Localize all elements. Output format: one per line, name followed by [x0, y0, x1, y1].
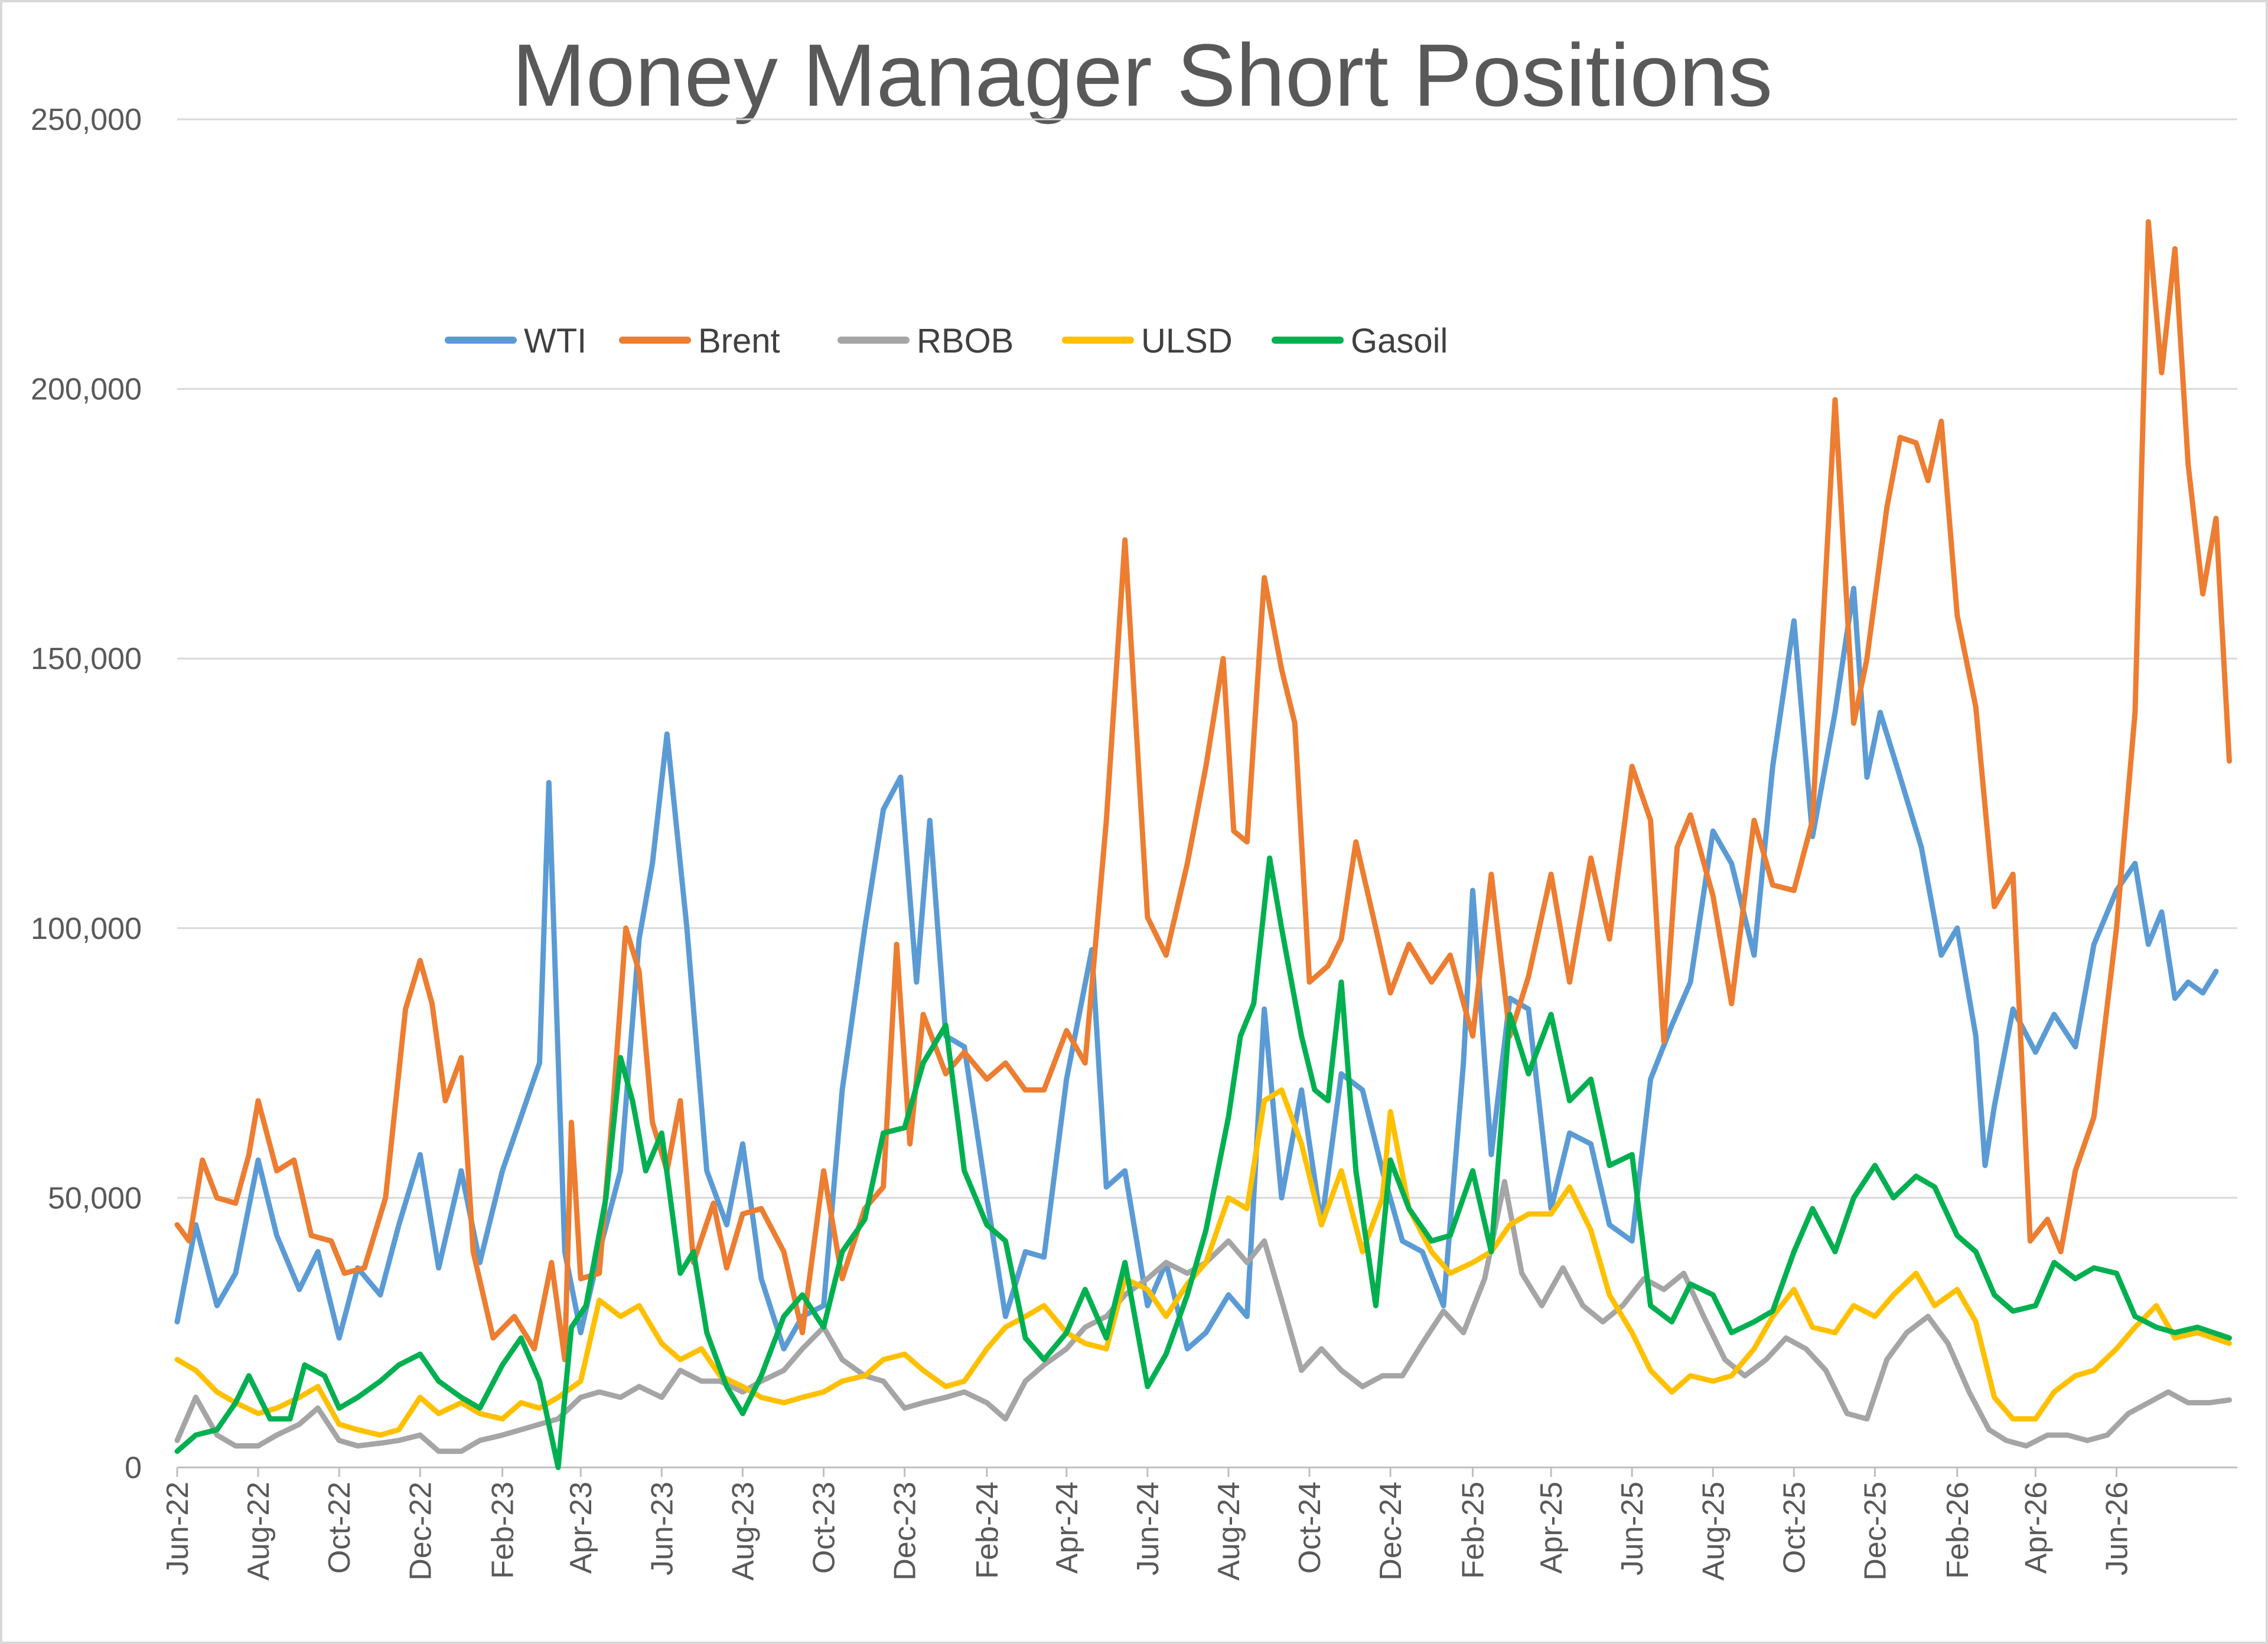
- y-tick-label: 200,000: [31, 373, 142, 407]
- x-tick-label: Aug-23: [726, 1482, 760, 1581]
- x-tick-label: Jun-22: [161, 1482, 195, 1576]
- series-line-brent: [174, 219, 2232, 1362]
- y-tick-label: 150,000: [31, 642, 142, 676]
- x-tick-label: Jun-23: [645, 1482, 679, 1576]
- x-tick-label: Jun-24: [1131, 1482, 1165, 1576]
- series-lines: [174, 219, 2232, 1470]
- x-tick-label: Feb-23: [486, 1482, 520, 1579]
- legend-label: Brent: [698, 322, 780, 360]
- x-tick-label: Jun-25: [1615, 1482, 1650, 1576]
- x-tick-label: Oct-24: [1293, 1482, 1327, 1574]
- x-tick-label: Jun-26: [2100, 1482, 2134, 1576]
- legend-item-gasoil: Gasoil: [1272, 322, 1448, 360]
- x-tick-label: Dec-25: [1858, 1482, 1892, 1581]
- x-axis: Jun-22 Aug-22 Oct-22 Dec-22 Feb-23 Apr-23 Jun-…: [161, 1466, 2237, 1581]
- x-tick-label: Feb-25: [1456, 1482, 1490, 1579]
- legend-label: Gasoil: [1351, 322, 1448, 360]
- legend-item-ulsd: ULSD: [1062, 322, 1233, 360]
- legend-label: RBOB: [917, 322, 1014, 360]
- x-tick-label: Feb-24: [970, 1482, 1005, 1579]
- x-tick-label: Aug-24: [1212, 1482, 1246, 1581]
- x-tick-label: Oct-23: [807, 1482, 841, 1574]
- x-tick-label: Oct-22: [322, 1482, 357, 1574]
- legend-item-rbob: RBOB: [838, 322, 1014, 360]
- x-tick-label: Aug-25: [1696, 1482, 1731, 1581]
- x-tick-label: Apr-24: [1050, 1482, 1084, 1574]
- x-tick-label: Aug-22: [242, 1482, 276, 1581]
- x-tick-label: Oct-25: [1777, 1482, 1811, 1574]
- series-line-wti: [174, 586, 2219, 1352]
- x-tick-label: Dec-24: [1374, 1482, 1408, 1581]
- series-line-gasoil: [174, 855, 2232, 1470]
- x-tick-label: Dec-23: [888, 1482, 923, 1581]
- x-tick-label: Apr-25: [1534, 1482, 1569, 1574]
- legend-item-brent: Brent: [619, 322, 780, 360]
- x-tick-label: Feb-26: [1941, 1482, 1975, 1579]
- x-tick-label: Apr-26: [2019, 1482, 2053, 1574]
- x-tick-label: Apr-23: [564, 1482, 598, 1574]
- legend-label: WTI: [524, 322, 586, 360]
- series-line-rbob: [174, 1179, 2232, 1454]
- y-axis: 0 50,000 100,000 150,000 200,000 250,000: [31, 103, 142, 1485]
- y-tick-label: 250,000: [31, 103, 142, 137]
- series-line-ulsd: [174, 1087, 2232, 1438]
- y-tick-label: 100,000: [31, 912, 142, 946]
- chart-title: Money Manager Short Positions: [512, 25, 1772, 125]
- y-tick-label: 50,000: [48, 1181, 142, 1215]
- x-tick-label: Dec-22: [403, 1482, 438, 1581]
- y-tick-label: 0: [125, 1451, 142, 1485]
- legend-item-wti: WTI: [445, 322, 586, 360]
- legend: WTI Brent RBOB ULSD Gasoil: [445, 322, 1448, 360]
- legend-label: ULSD: [1141, 322, 1233, 360]
- grid-lines: [177, 118, 2237, 1199]
